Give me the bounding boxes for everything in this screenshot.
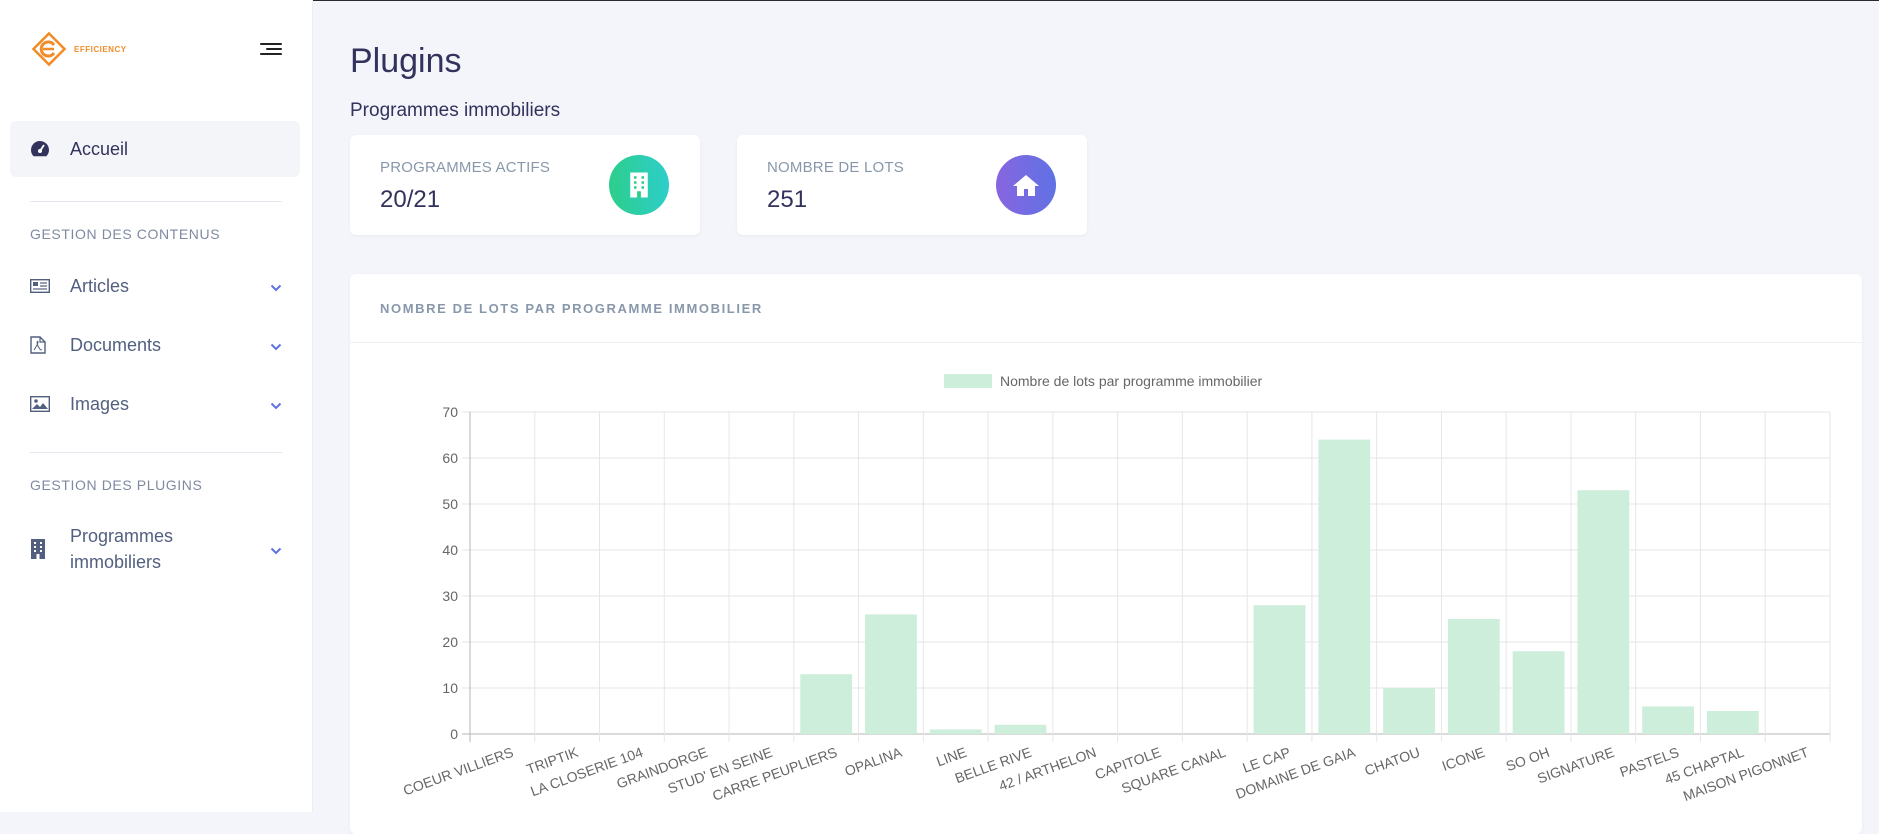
bar: [1253, 605, 1306, 734]
hamburger-icon: [260, 43, 282, 45]
chart-card: NOMBRE DE LOTS PAR PROGRAMME IMMOBILIER …: [350, 274, 1862, 834]
menu-toggle-button[interactable]: [258, 40, 282, 60]
stat-value: 251: [767, 186, 808, 213]
divider: [30, 452, 282, 453]
sidebar-item-documents[interactable]: Documents: [10, 330, 300, 360]
logo-mark-icon: [31, 31, 67, 67]
sidebar-item-label: Programmes immobiliers: [70, 523, 173, 575]
stat-label: PROGRAMMES ACTIFS: [380, 159, 551, 176]
page-subtitle: Programmes immobiliers: [350, 100, 561, 121]
bar: [929, 729, 982, 734]
chevron-down-icon: [270, 335, 282, 356]
y-tick-label: 60: [442, 450, 458, 466]
section-title-plugins: GESTION DES PLUGINS: [30, 477, 203, 493]
sidebar-item-label: Documents: [70, 334, 162, 355]
legend-swatch: [944, 374, 992, 388]
legend-label: Nombre de lots par programme immobilier: [1000, 373, 1263, 389]
sidebar-item-label: Accueil: [70, 138, 129, 159]
y-tick-label: 20: [442, 634, 458, 650]
bar: [865, 614, 917, 734]
section-title-contents: GESTION DES CONTENUS: [30, 226, 221, 242]
x-tick-label: LINE: [934, 744, 969, 770]
bar: [1706, 711, 1759, 734]
sidebar-item-images[interactable]: Images: [10, 389, 300, 419]
hamburger-line: [260, 53, 282, 55]
bar: [1577, 490, 1630, 734]
sidebar-item-label: Articles: [70, 275, 130, 296]
bar: [1318, 439, 1371, 734]
pdf-file-icon: [30, 336, 52, 354]
page-title: Plugins: [350, 42, 462, 80]
y-tick-label: 10: [442, 680, 458, 696]
y-tick-label: 0: [450, 726, 458, 742]
hamburger-line: [266, 48, 282, 50]
dashboard-icon: [30, 140, 52, 158]
bar: [994, 724, 1047, 734]
bar: [1512, 651, 1565, 734]
sidebar-item-accueil[interactable]: Accueil: [10, 121, 300, 177]
y-tick-label: 70: [442, 404, 458, 420]
image-icon: [30, 395, 52, 413]
y-tick-label: 30: [442, 588, 458, 604]
chevron-down-icon: [270, 394, 282, 415]
bar: [1642, 706, 1694, 734]
bar: [1447, 619, 1500, 734]
label-line: immobiliers: [70, 552, 162, 572]
sidebar-item-articles[interactable]: Articles: [10, 271, 300, 301]
divider: [30, 201, 282, 202]
label-line: Programmes: [70, 526, 174, 546]
bar: [800, 674, 853, 734]
y-tick-label: 40: [442, 542, 458, 558]
brand-logo[interactable]: EFFICIENCY: [30, 30, 127, 68]
chevron-down-icon: [270, 539, 282, 560]
x-tick-label: CHATOU: [1362, 744, 1422, 779]
sidebar-item-label: Images: [70, 393, 130, 414]
x-tick-label: ICONE: [1440, 744, 1487, 774]
bar: [1383, 688, 1435, 734]
y-tick-label: 50: [442, 496, 458, 512]
stat-card-programmes-actifs: PROGRAMMES ACTIFS 20/21: [350, 135, 700, 235]
x-tick-label: OPALINA: [842, 744, 904, 780]
top-border: [0, 0, 1879, 1]
x-tick-label: COEUR VILLIERS: [401, 744, 515, 799]
stat-value: 20/21: [380, 186, 441, 213]
stat-label: NOMBRE DE LOTS: [767, 159, 904, 176]
newspaper-icon: [30, 277, 52, 295]
logo-text: EFFICIENCY: [74, 44, 127, 54]
sidebar-item-programmes-immobiliers[interactable]: Programmes immobiliers: [10, 522, 300, 576]
building-icon: [609, 155, 669, 215]
chevron-down-icon: [270, 276, 282, 297]
sidebar: EFFICIENCY Accueil GESTION DES CONTENUS …: [0, 0, 313, 812]
home-icon: [996, 155, 1056, 215]
chart-card-title: NOMBRE DE LOTS PAR PROGRAMME IMMOBILIER: [350, 274, 1862, 343]
stat-card-nombre-de-lots: NOMBRE DE LOTS 251: [737, 135, 1087, 235]
building-icon: [30, 539, 52, 559]
